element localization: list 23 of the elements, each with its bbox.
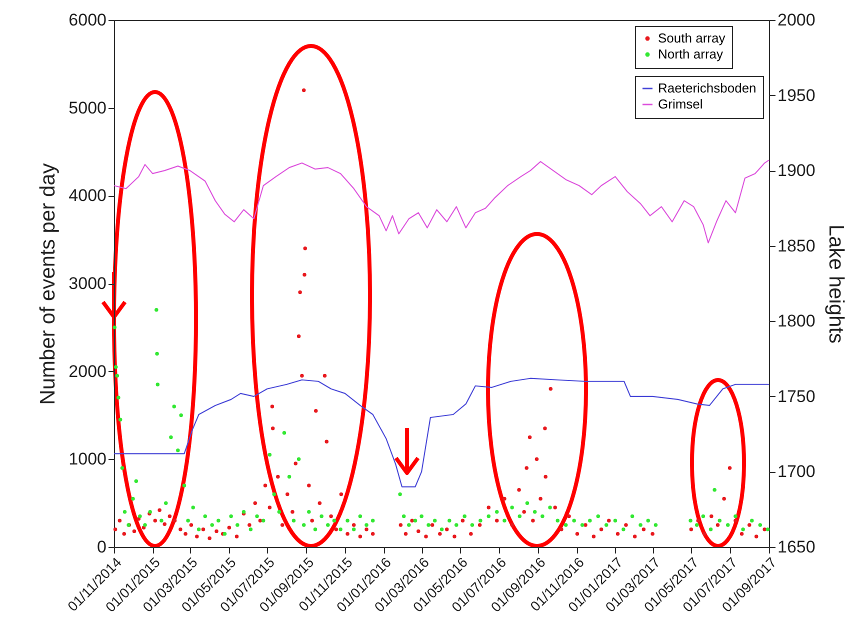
legend-label: South array <box>658 30 726 46</box>
y-tick-label: 1000 <box>68 450 106 469</box>
legend-label: Grimsel <box>658 96 703 112</box>
y2-tick-label: 1800 <box>778 312 816 331</box>
y2-tick-label: 2000 <box>778 10 816 30</box>
y-axis-title: Number of events per day <box>36 162 60 405</box>
y2-tick-label: 1950 <box>778 86 816 105</box>
legend-label: Raeterichsboden <box>658 80 756 96</box>
y2-tick-label: 1850 <box>778 236 816 256</box>
y-tick-label: 2000 <box>68 362 106 381</box>
y2-axis-title: Lake heights <box>824 224 848 344</box>
y-tick-label: 5000 <box>68 98 106 118</box>
y2-tick-label: 1700 <box>778 462 816 482</box>
y2-tick-label: 1650 <box>778 538 816 556</box>
line-series <box>113 378 770 488</box>
line-series <box>113 159 770 244</box>
y2-tick-label: 1750 <box>778 386 816 406</box>
legend-label: North array <box>658 46 724 62</box>
y-tick-label: 6000 <box>68 10 106 30</box>
y-tick-label: 0 <box>97 538 106 556</box>
y-tick-label: 4000 <box>68 186 106 206</box>
y-tick-label: 3000 <box>68 274 106 293</box>
y2-tick-label: 1900 <box>778 161 816 180</box>
